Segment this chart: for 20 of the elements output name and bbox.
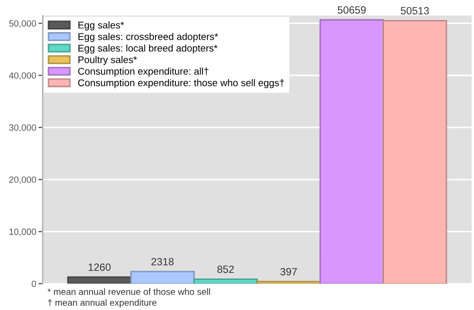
data-label: 50659 (338, 6, 366, 14)
y-tick-label: 10,000 (9, 228, 36, 236)
legend-label: Consumption expenditure: all† (78, 68, 208, 77)
legend-label: Egg sales: crossbreed adopters* (78, 32, 218, 42)
y-tick-label: 0 (32, 280, 36, 288)
y-tick-label: 20,000 (9, 176, 36, 184)
y-tick-label: 30,000 (9, 124, 36, 132)
data-label: 1260 (88, 263, 111, 271)
y-tick-label: 40,000 (9, 72, 36, 80)
legend-label: Egg sales* (78, 21, 124, 30)
legend-label: Egg sales: local breed adopters* (78, 44, 218, 54)
y-tick-label: 50,000 (9, 20, 36, 28)
data-label: 2318 (151, 258, 174, 266)
legend-label: Poultry sales* (78, 56, 137, 66)
data-label: 852 (217, 266, 234, 273)
data-label: 50513 (400, 7, 429, 14)
legend-label: Consumption expenditure: those who sell eggs† (78, 79, 284, 88)
text: † mean annual expenditure (48, 299, 156, 308)
text: * mean annual revenue of those who sell (48, 288, 210, 295)
data-label: 397 (280, 268, 297, 276)
